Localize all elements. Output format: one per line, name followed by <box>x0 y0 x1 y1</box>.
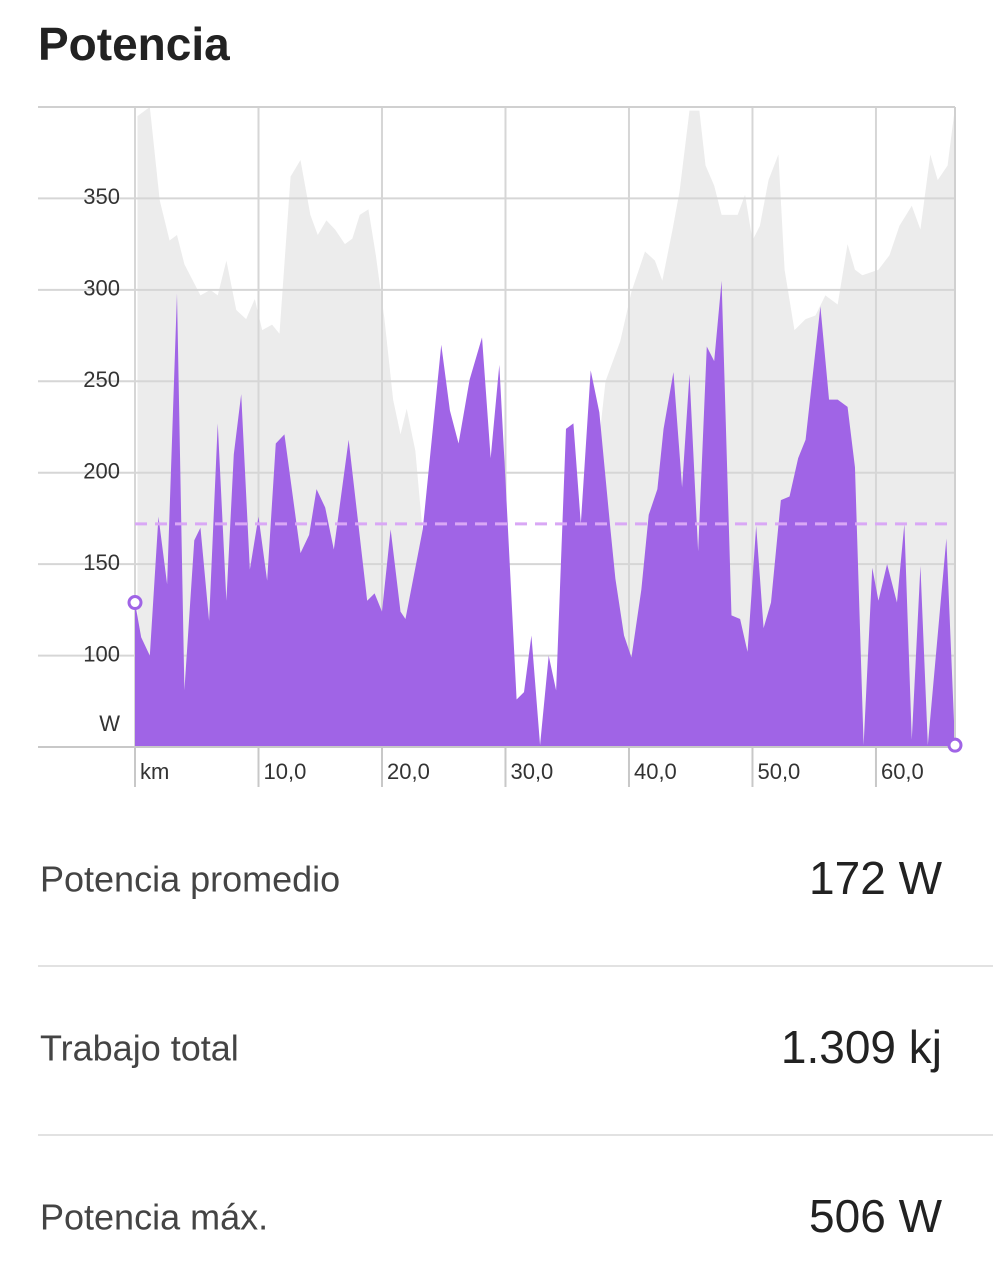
x-tick-label: 40,0 <box>634 759 677 784</box>
stat-label: Potencia promedio <box>40 859 340 900</box>
y-tick-label: 100 <box>83 641 120 666</box>
x-unit: km <box>140 759 169 784</box>
x-tick-label: 60,0 <box>881 759 924 784</box>
y-tick-label: 250 <box>83 367 120 392</box>
y-unit: W <box>99 711 120 736</box>
stats: Potencia promedio 172 W Trabajo total 1.309… <box>38 852 993 1242</box>
stat-value: 172 W <box>809 852 943 904</box>
chart: 100 150 200 250 300 350 W 10,0 20,0 30,0 40,0 50,0 6… <box>38 106 963 787</box>
y-tick-label: 350 <box>83 184 120 209</box>
x-tick-label: 20,0 <box>387 759 430 784</box>
x-tick-label: 10,0 <box>263 759 306 784</box>
x-tick-label: 30,0 <box>510 759 553 784</box>
stat-label: Potencia máx. <box>40 1197 268 1238</box>
stat-value: 506 W <box>809 1190 943 1242</box>
y-tick-label: 300 <box>83 276 120 301</box>
stat-label: Trabajo total <box>40 1028 239 1069</box>
title: Potencia <box>38 18 230 70</box>
endpoint-marker <box>127 595 143 611</box>
endpoint-marker <box>947 737 963 753</box>
y-tick-label: 200 <box>83 459 120 484</box>
x-tick-label: 50,0 <box>757 759 800 784</box>
area <box>135 280 955 747</box>
stat-value: 1.309 kj <box>781 1021 942 1073</box>
y-tick-label: 150 <box>83 550 120 575</box>
